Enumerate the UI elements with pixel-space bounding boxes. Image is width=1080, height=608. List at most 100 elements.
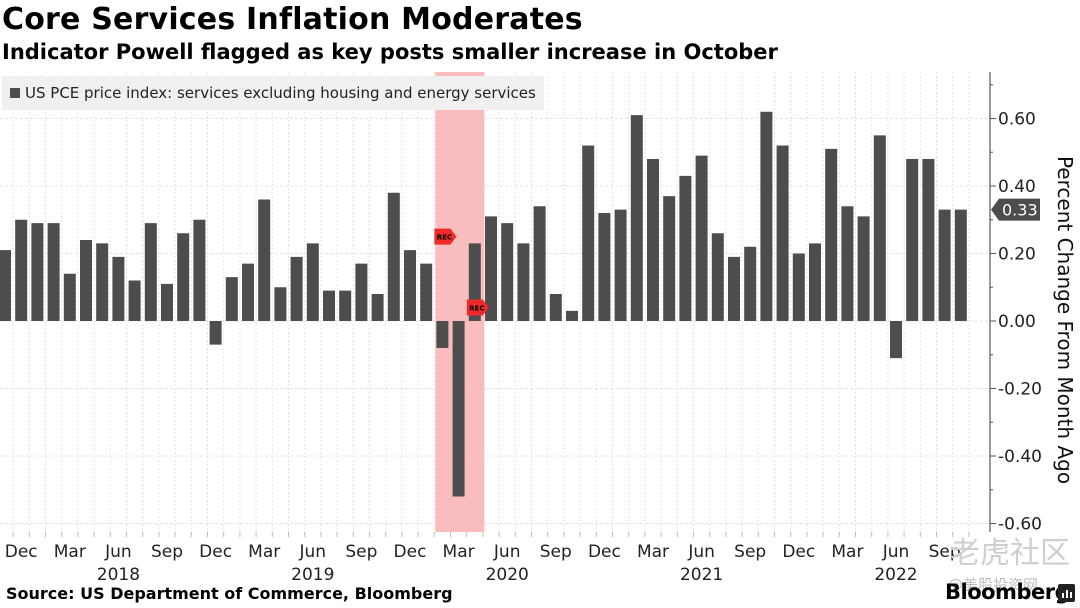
bar [177, 233, 190, 321]
marker-layer: REC REC [434, 228, 489, 316]
x-year-label: 2021 [680, 565, 723, 585]
bar [938, 209, 951, 321]
bar [857, 216, 870, 321]
legend-swatch [10, 88, 20, 98]
bar [387, 192, 400, 321]
bar-layer [0, 111, 967, 497]
bar [614, 209, 627, 321]
bar [112, 256, 125, 321]
bar [663, 196, 676, 321]
bar [485, 216, 497, 321]
bar [306, 243, 319, 321]
x-tick-label: Jun [493, 542, 521, 562]
bar [776, 145, 789, 321]
x-tick-label: Sep [345, 542, 377, 562]
bar [225, 277, 238, 321]
bar [679, 175, 692, 321]
bar [0, 250, 11, 321]
last-value-label: 0.33 [1002, 201, 1038, 220]
bar [355, 263, 368, 321]
rec-marker-label: REC [437, 234, 452, 242]
x-tick-label: Sep [734, 542, 766, 562]
x-tick-label: Jun [104, 542, 132, 562]
recession-marker: REC [466, 299, 489, 316]
y-tick-label: 0.20 [998, 245, 1036, 265]
bar [128, 280, 141, 321]
bar [728, 256, 740, 321]
bloomberg-chart-icon [1058, 584, 1075, 602]
x-tick-label: Mar [831, 542, 863, 562]
bar [533, 206, 546, 321]
bar [452, 321, 465, 497]
bar [630, 115, 643, 321]
rec-marker-label: REC [469, 305, 484, 313]
bar [954, 209, 967, 321]
bar [290, 256, 303, 321]
bar [96, 243, 109, 321]
x-tick-label: Sep [540, 542, 572, 562]
bar [193, 219, 206, 321]
legend-label: US PCE price index: services excluding h… [25, 84, 536, 102]
bar [598, 213, 611, 321]
recession-marker: REC [434, 228, 457, 245]
bar [825, 148, 838, 321]
bar [371, 294, 384, 321]
bar [792, 253, 805, 321]
chart-title: Core Services Inflation Moderates [2, 2, 583, 37]
x-tick-label: Mar [248, 542, 280, 562]
bar [258, 199, 271, 321]
watermark-handle: @美股投资网 [948, 576, 1039, 594]
bar [760, 111, 773, 321]
x-tick-label: Mar [54, 542, 86, 562]
y-tick-label: 0.00 [998, 312, 1036, 332]
x-tick-label: Dec [5, 542, 38, 562]
rec-marker-shape [466, 299, 489, 316]
bar [841, 206, 854, 321]
x-tick-label: Jun [882, 542, 910, 562]
x-tick-label: Jun [299, 542, 327, 562]
bar [744, 246, 757, 321]
rec-marker-shape [434, 228, 457, 245]
x-tick-label: Mar [443, 542, 475, 562]
watermark-text: 老虎社区 [950, 536, 1070, 571]
last-value-tag: 0.33 [991, 198, 1040, 221]
bar [209, 321, 222, 345]
bar [323, 290, 335, 321]
x-year-label: 2019 [291, 565, 334, 585]
bar [566, 310, 578, 321]
bar [63, 273, 76, 321]
bar [242, 263, 254, 321]
y-tick-label: -0.60 [998, 515, 1042, 535]
bar [711, 233, 724, 321]
chart-subtitle: Indicator Powell flagged as key posts sm… [2, 40, 778, 64]
x-tick-label: Mar [637, 542, 669, 562]
x-tick-label: Dec [199, 542, 232, 562]
x-axis: Dec Mar Jun Sep Dec Mar Jun Sep Dec Mar Jun Sep Dec M… [5, 532, 970, 585]
bar [420, 263, 433, 321]
x-tick-label: Dec [394, 542, 427, 562]
y-tick-label: 0.60 [998, 110, 1036, 130]
bar [517, 243, 530, 321]
last-value-tag-shape [991, 198, 1040, 221]
y-tick-label: -0.20 [998, 380, 1042, 400]
bar [873, 135, 886, 321]
bar [890, 321, 902, 359]
x-tick-label: Sep [929, 542, 961, 562]
bar [31, 223, 44, 321]
bloomberg-logo: Bloomberg [945, 580, 1070, 604]
bar [906, 159, 919, 321]
bar [501, 223, 514, 321]
y-axis: -0.60 -0.40 -0.20 0.00 0.20 0.40 0.60 0.33 [989, 72, 1042, 535]
legend-background [2, 76, 544, 110]
bar [436, 321, 449, 348]
y-tick-label: 0.40 [998, 177, 1036, 197]
bar [339, 290, 352, 321]
source-note: Source: US Department of Commerce, Bloom… [6, 584, 453, 603]
x-tick-label: Jun [687, 542, 715, 562]
y-axis-title: Percent Change From Month Ago [1053, 156, 1077, 484]
bar [274, 287, 287, 321]
bar [695, 155, 708, 321]
y-tick-label: -0.40 [998, 447, 1042, 467]
bar [809, 243, 821, 321]
